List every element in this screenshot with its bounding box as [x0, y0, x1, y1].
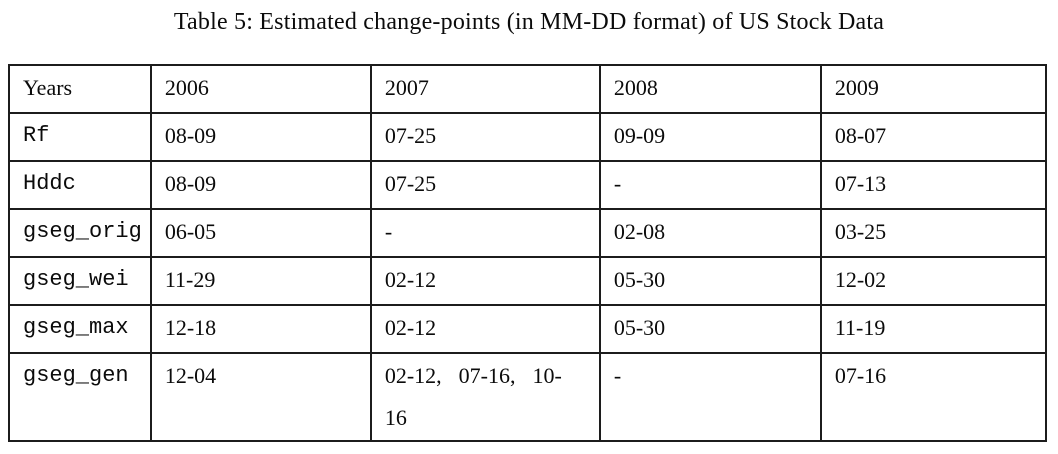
- cell-value: 11-29: [149, 256, 372, 306]
- table-row-gseg-gen: gseg_gen 12-04 02-12, 07-16, 10- 16 - 07…: [8, 352, 1047, 442]
- cell-value: 07-16: [819, 352, 1047, 442]
- row-label: gseg_max: [8, 304, 152, 354]
- cell-value: 02-12: [369, 304, 601, 354]
- cell-value: -: [598, 160, 822, 210]
- cell-value: 08-07: [819, 112, 1047, 162]
- table-caption: Table 5: Estimated change-points (in MM-…: [173, 9, 885, 35]
- row-label: gseg_wei: [8, 256, 152, 306]
- cell-value: 12-18: [149, 304, 372, 354]
- cell-value: 07-25: [369, 160, 601, 210]
- column-header-2007: 2007: [369, 64, 601, 114]
- table-row-hddc: Hddc 08-09 07-25 - 07-13: [8, 160, 1047, 210]
- table-row-gseg-orig: gseg_orig 06-05 - 02-08 03-25: [8, 208, 1047, 258]
- cell-value: -: [369, 208, 601, 258]
- header-row: Years 2006 2007 2008 2009: [8, 64, 1047, 114]
- cell-value: 07-25: [369, 112, 601, 162]
- table-row-rf: Rf 08-09 07-25 09-09 08-07: [8, 112, 1047, 162]
- cell-value: 08-09: [149, 160, 372, 210]
- cell-value: 09-09: [598, 112, 822, 162]
- row-label: gseg_orig: [8, 208, 152, 258]
- table-row-gseg-wei: gseg_wei 11-29 02-12 05-30 12-02: [8, 256, 1047, 306]
- column-header-years: Years: [8, 64, 152, 114]
- cell-value: 06-05: [149, 208, 372, 258]
- row-label: gseg_gen: [8, 352, 152, 442]
- cell-value: 07-13: [819, 160, 1047, 210]
- column-header-2006: 2006: [149, 64, 372, 114]
- cell-value: 02-08: [598, 208, 822, 258]
- cell-value: 11-19: [819, 304, 1047, 354]
- table-row-gseg-max: gseg_max 12-18 02-12 05-30 11-19: [8, 304, 1047, 354]
- cell-value: 05-30: [598, 304, 822, 354]
- row-label: Rf: [8, 112, 152, 162]
- row-label: Hddc: [8, 160, 152, 210]
- column-header-2008: 2008: [598, 64, 822, 114]
- cell-value: 03-25: [819, 208, 1047, 258]
- cell-value: 05-30: [598, 256, 822, 306]
- cell-value: 02-12, 07-16, 10- 16: [369, 352, 601, 442]
- cell-value: -: [598, 352, 822, 442]
- cell-value: 12-04: [149, 352, 372, 442]
- cell-value: 08-09: [149, 112, 372, 162]
- cell-value: 12-02: [819, 256, 1047, 306]
- column-header-2009: 2009: [819, 64, 1047, 114]
- cell-value: 02-12: [369, 256, 601, 306]
- change-points-table: Years 2006 2007 2008 2009 Rf 08-09 07-25…: [8, 64, 1047, 442]
